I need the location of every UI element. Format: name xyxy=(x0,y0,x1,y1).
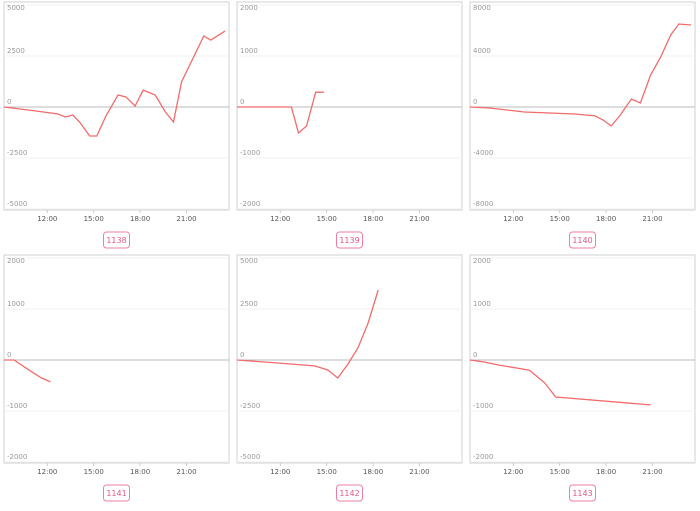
label-text[interactable]: 1139 xyxy=(339,236,359,245)
y-tick-label: 2000 xyxy=(7,257,25,265)
y-tick-label: -2000 xyxy=(473,453,493,461)
y-tick-label: 5000 xyxy=(240,257,258,265)
panel xyxy=(3,1,230,211)
y-tick-label: 2500 xyxy=(7,47,25,55)
data-line xyxy=(469,23,692,127)
x-tick-label: 18:00 xyxy=(130,468,150,476)
y-tick-label: 0 xyxy=(240,98,244,106)
x-tick-label: 15:00 xyxy=(84,215,104,223)
data-line xyxy=(4,359,51,383)
x-tick-label: 18:00 xyxy=(596,468,616,476)
label-text[interactable]: 1138 xyxy=(106,236,126,245)
label-box[interactable] xyxy=(336,231,363,249)
x-tick-label: 15:00 xyxy=(317,468,337,476)
panel xyxy=(469,254,696,464)
x-tick-label: 15:00 xyxy=(550,468,570,476)
x-tick-label: 18:00 xyxy=(130,215,150,223)
x-tick-label: 21:00 xyxy=(176,468,196,476)
label-text[interactable]: 1142 xyxy=(339,489,359,498)
x-tick-label: 12:00 xyxy=(270,215,290,223)
x-tick-label: 21:00 xyxy=(642,468,662,476)
data-line xyxy=(237,91,324,135)
y-tick-label: 1000 xyxy=(7,300,25,308)
label-box[interactable] xyxy=(336,484,363,502)
x-tick-label: 12:00 xyxy=(37,468,57,476)
label-text[interactable]: 1141 xyxy=(106,489,126,498)
x-tick-label: 12:00 xyxy=(503,215,523,223)
y-tick-label: 4000 xyxy=(473,47,491,55)
x-tick-label: 12:00 xyxy=(37,215,57,223)
y-tick-label: 2500 xyxy=(240,300,258,308)
panel xyxy=(236,254,463,464)
y-tick-label: -5000 xyxy=(7,200,27,208)
panel xyxy=(3,254,230,464)
label-box[interactable] xyxy=(103,231,130,249)
label-text[interactable]: 1140 xyxy=(572,236,592,245)
y-tick-label: 8000 xyxy=(473,4,491,12)
y-tick-label: 0 xyxy=(7,351,11,359)
panel xyxy=(236,1,463,211)
x-tick-label: 21:00 xyxy=(642,215,662,223)
y-tick-label: -1000 xyxy=(240,149,260,157)
y-tick-label: -2000 xyxy=(240,200,260,208)
y-tick-label: -2500 xyxy=(240,402,260,410)
y-tick-label: 2000 xyxy=(240,4,258,12)
x-tick-label: 21:00 xyxy=(409,215,429,223)
y-tick-label: 0 xyxy=(473,351,477,359)
label-box[interactable] xyxy=(569,231,596,249)
y-tick-label: -2500 xyxy=(7,149,27,157)
x-tick-label: 21:00 xyxy=(409,468,429,476)
y-tick-label: 0 xyxy=(473,98,477,106)
x-tick-label: 15:00 xyxy=(317,215,337,223)
y-tick-label: 2000 xyxy=(473,257,491,265)
data-line xyxy=(3,30,226,137)
x-tick-label: 12:00 xyxy=(270,468,290,476)
y-tick-label: -4000 xyxy=(473,149,493,157)
x-tick-label: 18:00 xyxy=(363,468,383,476)
data-line xyxy=(236,289,379,379)
y-tick-label: 0 xyxy=(7,98,11,106)
x-tick-label: 15:00 xyxy=(550,215,570,223)
label-box[interactable] xyxy=(569,484,596,502)
y-tick-label: 1000 xyxy=(240,47,258,55)
x-tick-label: 21:00 xyxy=(176,215,196,223)
y-tick-label: 0 xyxy=(240,351,244,359)
x-tick-label: 18:00 xyxy=(596,215,616,223)
y-tick-label: -5000 xyxy=(240,453,260,461)
x-tick-label: 15:00 xyxy=(84,468,104,476)
label-box[interactable] xyxy=(103,484,130,502)
x-tick-label: 12:00 xyxy=(503,468,523,476)
y-tick-label: 5000 xyxy=(7,4,25,12)
y-tick-label: 1000 xyxy=(473,300,491,308)
label-text[interactable]: 1143 xyxy=(572,489,592,498)
y-tick-label: -1000 xyxy=(473,402,493,410)
y-tick-label: -8000 xyxy=(473,200,493,208)
y-tick-label: -2000 xyxy=(7,453,27,461)
panel xyxy=(469,1,696,211)
x-tick-label: 18:00 xyxy=(363,215,383,223)
y-tick-label: -1000 xyxy=(7,402,27,410)
data-line xyxy=(469,359,651,406)
